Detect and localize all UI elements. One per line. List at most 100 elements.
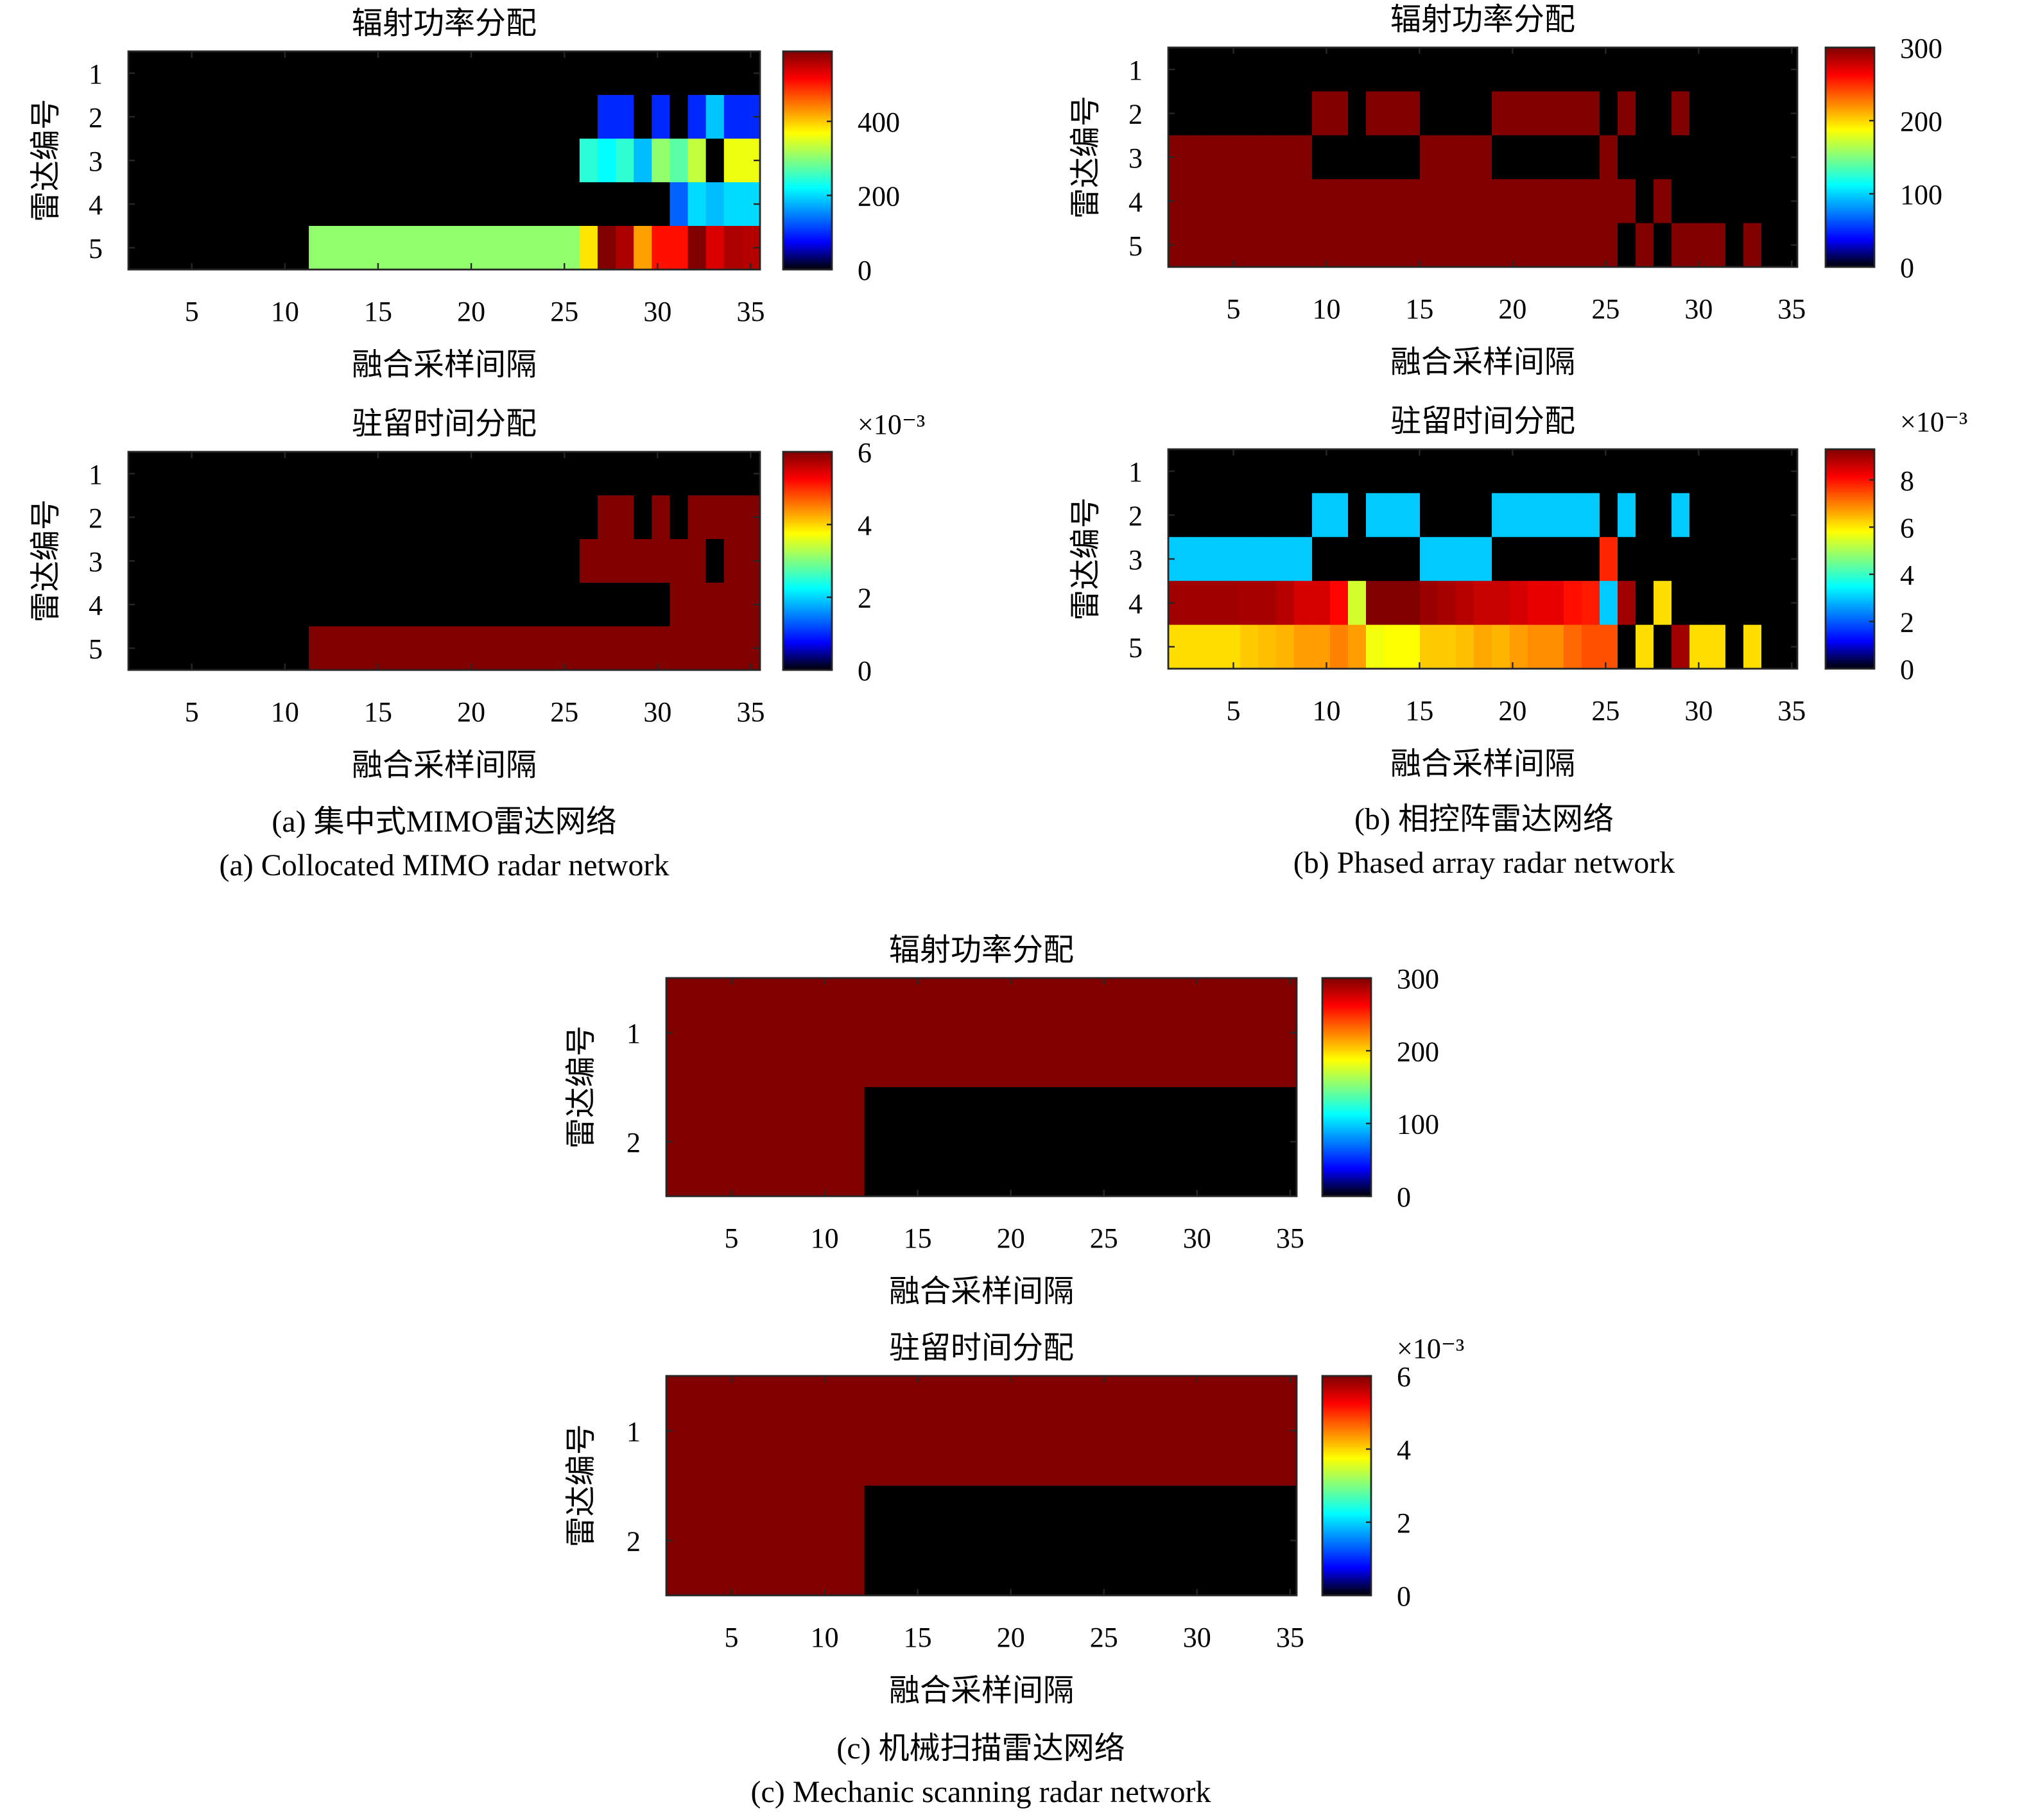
- heatmap-cell: [146, 539, 166, 583]
- heatmap-cell: [254, 626, 273, 671]
- heatmap-cell: [1725, 223, 1744, 268]
- heatmap-cell: [1152, 1486, 1171, 1596]
- heatmap-cell: [756, 978, 775, 1088]
- heatmap-cell: [882, 1376, 901, 1486]
- heatmap-cell: [954, 978, 973, 1088]
- heatmap-cell: [1582, 135, 1600, 180]
- heatmap-cell: [1707, 493, 1726, 538]
- heatmap-cell: [525, 495, 544, 540]
- heatmap-cell: [435, 51, 454, 96]
- heatmap-cell: [164, 182, 184, 227]
- heatmap-cell: [453, 95, 472, 139]
- heatmap-cell: [1600, 493, 1618, 538]
- heatmap-cell: [182, 95, 202, 139]
- heatmap-cell: [634, 626, 653, 671]
- heatmap-cell: [1456, 537, 1474, 581]
- x-tick-label: 20: [1498, 695, 1526, 726]
- heatmap-cell: [399, 452, 418, 496]
- heatmap-cell: [507, 583, 526, 627]
- heatmap-cell: [1689, 624, 1708, 669]
- heatmap-cell: [1366, 135, 1385, 180]
- heatmap-cell: [720, 1486, 739, 1596]
- heatmap-cell: [471, 626, 490, 671]
- heatmap-cell: [1636, 624, 1654, 669]
- heatmap-cell: [381, 626, 400, 671]
- heatmap-cell: [1510, 223, 1528, 268]
- heatmap-cell: [882, 1087, 901, 1197]
- heatmap-cell: [1582, 624, 1600, 669]
- heatmap-cell: [1044, 1376, 1064, 1486]
- heatmap-cell: [1546, 493, 1564, 538]
- heatmap-cell: [616, 583, 634, 627]
- heatmap-cell: [1725, 624, 1744, 669]
- heatmap-cell: [1330, 179, 1349, 224]
- heatmap-cell: [1546, 624, 1564, 669]
- heatmap-cell: [182, 452, 202, 496]
- heatmap-cell: [1258, 537, 1277, 581]
- heatmap-cell: [1240, 581, 1259, 626]
- heatmap-cell: [345, 495, 364, 540]
- heatmap-cell: [435, 182, 454, 227]
- heatmap-cell: [1564, 91, 1582, 136]
- heatmap-cell: [1186, 493, 1205, 538]
- heatmap-cell: [272, 139, 291, 183]
- heatmap-cell: [1312, 537, 1331, 581]
- heatmap-cell: [399, 182, 418, 227]
- heatmap-cell: [1384, 91, 1403, 136]
- heatmap-cell: [846, 1087, 865, 1197]
- heatmap-cell: [1348, 449, 1367, 494]
- heatmap-cell: [1654, 581, 1672, 626]
- heatmap-cell: [1258, 449, 1277, 494]
- x-tick-label: 35: [1276, 1223, 1304, 1254]
- heatmap-cell: [327, 539, 346, 583]
- heatmap-cell: [1689, 47, 1708, 92]
- heatmap-cell: [1204, 493, 1223, 538]
- heatmap-cell: [918, 978, 937, 1088]
- heatmap-cell: [1420, 91, 1439, 136]
- heatmap-cell: [616, 95, 634, 139]
- heatmap-cell: [146, 226, 166, 270]
- heatmap-cell: [1222, 493, 1241, 538]
- heatmap-cell: [1761, 624, 1780, 669]
- heatmap-cell: [489, 583, 508, 627]
- heatmap-cell: [525, 539, 544, 583]
- x-tick-label: 5: [1226, 293, 1240, 325]
- heatmap-cell: [291, 495, 309, 540]
- heatmap-cell: [435, 626, 454, 671]
- heatmap-cell: [1743, 135, 1762, 180]
- heatmap-cell: [272, 495, 291, 540]
- heatmap-cell: [705, 583, 725, 627]
- heatmap-cell: [1240, 537, 1259, 581]
- heatmap-cell: [1618, 223, 1636, 268]
- heatmap-cell: [1186, 223, 1205, 268]
- heatmap-cell: [846, 1486, 865, 1596]
- heatmap-cell: [1546, 179, 1564, 224]
- heatmap-cell: [882, 1486, 901, 1596]
- heatmap-cell: [774, 1087, 793, 1197]
- heatmap-cell: [652, 495, 671, 540]
- heatmap-cell: [1204, 449, 1223, 494]
- heatmap-cell: [1618, 537, 1636, 581]
- heatmap-cell: [309, 539, 328, 583]
- heatmap-cell: [634, 182, 653, 227]
- heatmap-cell: [471, 182, 490, 227]
- y-tick-label: 1: [626, 1018, 641, 1049]
- heatmap-cell: [1044, 1087, 1064, 1197]
- heatmap-cell: [164, 495, 184, 540]
- heatmap-cell: [1116, 1087, 1136, 1197]
- heatmap-cell: [1438, 135, 1456, 180]
- heatmap-cell: [254, 583, 273, 627]
- colorbar-tick-label: 2: [1397, 1507, 1411, 1539]
- heatmap-cell: [634, 139, 653, 183]
- heatmap-cell: [272, 182, 291, 227]
- heatmap-cell: [1510, 91, 1528, 136]
- heatmap-cell: [1312, 47, 1331, 92]
- heatmap-cell: [543, 51, 562, 96]
- heatmap-cell: [561, 626, 580, 671]
- x-tick-label: 20: [457, 296, 485, 327]
- x-tick-label: 30: [643, 296, 671, 327]
- heatmap-cell: [489, 495, 508, 540]
- heatmap-cell: [1348, 624, 1367, 669]
- heatmap-cell: [218, 495, 238, 540]
